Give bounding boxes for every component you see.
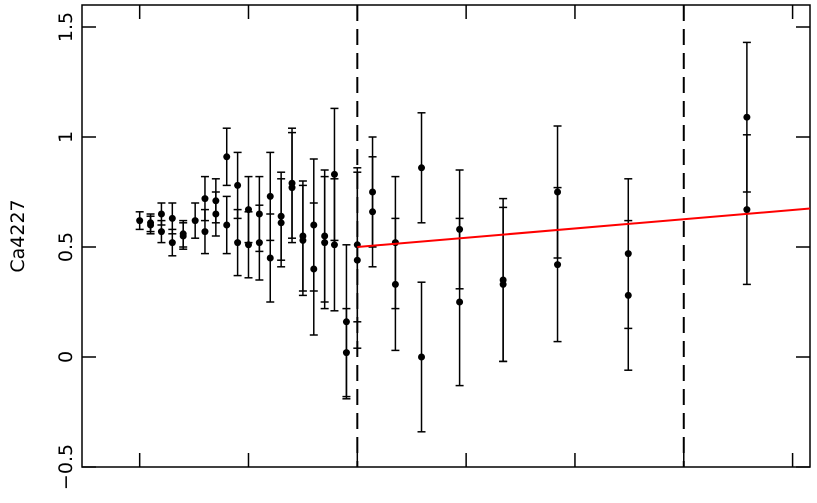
point <box>288 184 296 192</box>
point <box>157 210 165 218</box>
point <box>418 164 426 172</box>
point <box>277 219 285 227</box>
point <box>191 217 199 225</box>
point <box>624 291 632 299</box>
y-axis-title: Ca4227 <box>7 199 29 272</box>
y-tick-label: −0.5 <box>55 444 77 490</box>
point <box>223 153 231 161</box>
point <box>299 232 307 240</box>
point <box>418 353 426 361</box>
point <box>179 232 187 240</box>
point <box>212 210 220 218</box>
point <box>321 239 329 247</box>
plot-frame <box>81 4 811 468</box>
fit-line <box>357 207 811 248</box>
point <box>743 206 751 214</box>
point <box>168 214 176 222</box>
point <box>201 228 209 236</box>
point <box>554 261 562 269</box>
point <box>330 241 338 249</box>
point <box>201 195 209 203</box>
point <box>234 181 242 189</box>
point <box>342 349 350 357</box>
point <box>310 265 318 273</box>
point <box>330 170 338 178</box>
point <box>136 217 144 225</box>
point <box>234 239 242 247</box>
point <box>223 221 231 229</box>
point <box>147 221 155 229</box>
y-tick-label: 0 <box>55 351 77 363</box>
point <box>369 208 377 216</box>
point <box>456 298 464 306</box>
point <box>499 280 507 288</box>
point <box>391 280 399 288</box>
y-tick-label: 1 <box>55 131 77 143</box>
point <box>168 239 176 247</box>
point <box>266 192 274 200</box>
point <box>244 241 252 249</box>
point <box>743 113 751 121</box>
point <box>255 239 263 247</box>
y-tick-label: 1.5 <box>55 12 77 42</box>
point <box>266 254 274 262</box>
y-tick-label: 0.5 <box>55 232 77 262</box>
point <box>157 228 165 236</box>
point <box>353 256 361 264</box>
